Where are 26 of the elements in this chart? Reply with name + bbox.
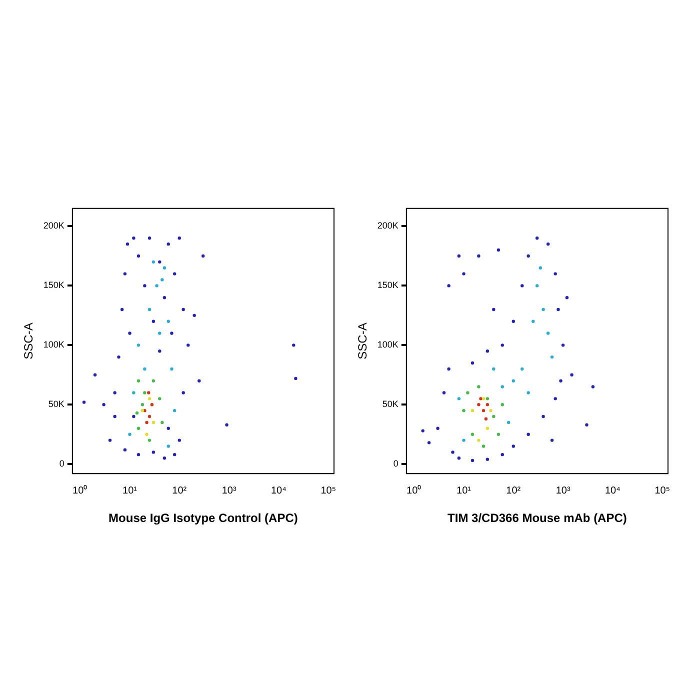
y-axis-title: SSC-A [356,322,370,360]
y-tick-label: 200K [43,220,64,231]
x-tick-label: 10⁵ [320,485,336,496]
x-tick-label: 10⁴ [270,485,286,496]
y-tick-label: 0 [393,458,398,469]
y-tick-label: 50K [48,399,64,410]
x-tick-label: 10³ [556,485,571,496]
x-tick-label: 10⁰ [406,484,422,496]
x-tick-label: 10³ [222,485,237,496]
y-tick-label: 100K [43,340,64,350]
x-axis-title: TIM 3/CD366 Mouse mAb (APC) [448,511,627,526]
x-tick-label: 10¹ [122,485,138,496]
x-tick-label: 10² [506,485,522,496]
y-tick-label: 200K [377,220,398,231]
x-tick-label: 10⁰ [72,484,88,496]
y-tick-label: 100K [377,340,398,350]
x-tick-label: 10¹ [456,485,472,496]
y-tick-label: 0 [59,458,64,469]
y-tick-label: 50K [382,399,398,410]
y-axis-title: SSC-A [22,322,36,360]
y-tick-label: 150K [377,280,398,290]
x-tick-label: 10² [172,485,188,496]
x-axis-title: Mouse IgG Isotype Control (APC) [108,511,298,526]
x-tick-label: 10⁵ [654,485,670,496]
y-tick-label: 150K [43,280,64,290]
x-tick-label: 10⁴ [604,485,620,496]
